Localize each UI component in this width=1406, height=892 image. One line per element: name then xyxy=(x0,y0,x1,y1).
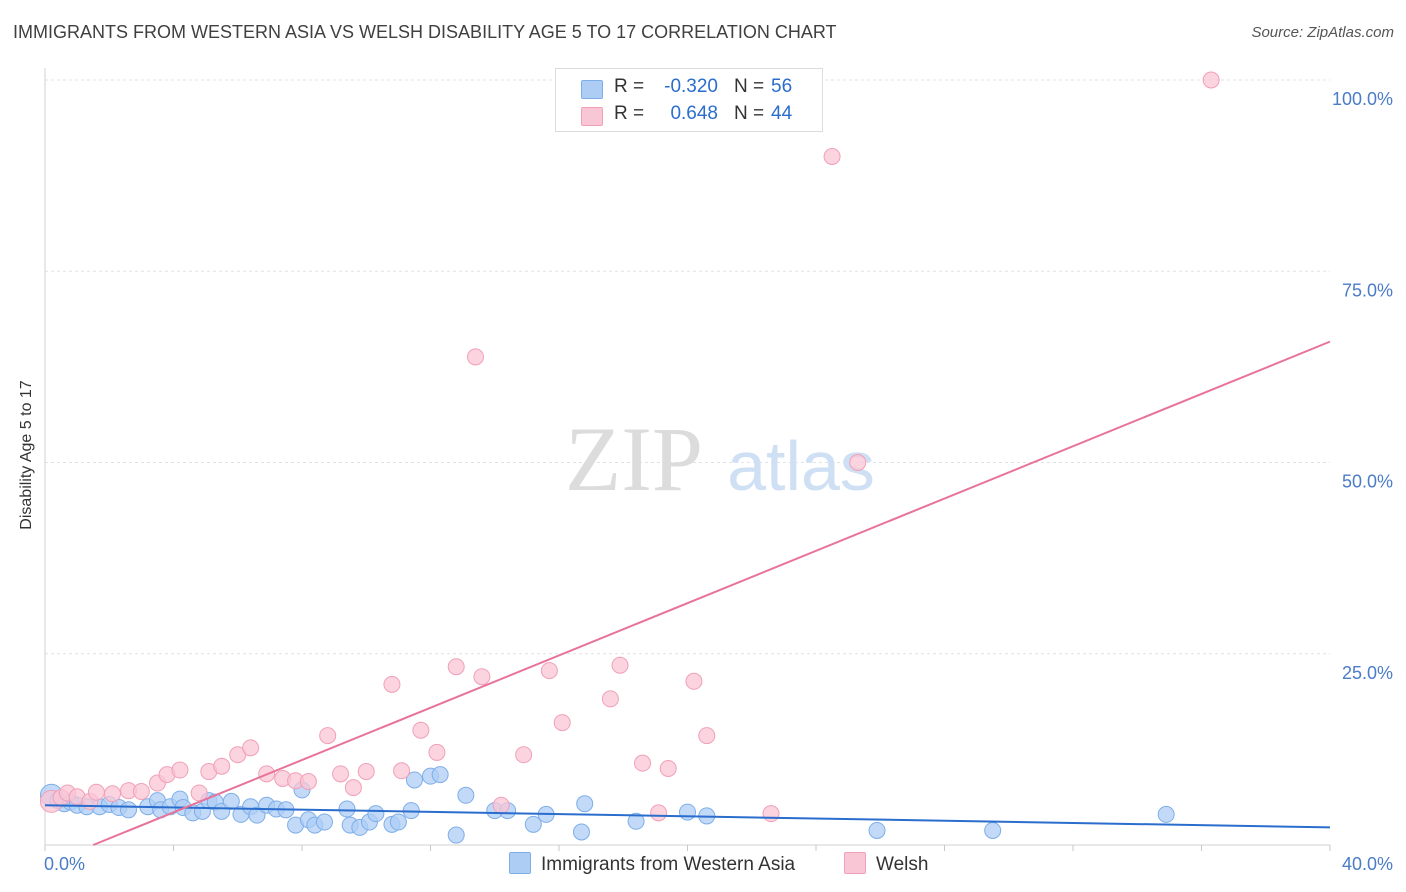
x-tick-label-min: 0.0% xyxy=(44,854,85,874)
point-welsh xyxy=(213,757,231,775)
legend-box: R = -0.320 N = 56 R = 0.648 N = 44 xyxy=(555,68,823,132)
bottom-legend-swatch-pink xyxy=(844,852,866,874)
legend-n-label: N = xyxy=(734,76,765,97)
bottom-legend-swatch-blue xyxy=(509,852,531,874)
point-western-asia xyxy=(524,815,542,833)
point-western-asia xyxy=(315,813,333,831)
point-welsh xyxy=(299,773,317,791)
point-welsh xyxy=(103,785,121,803)
point-welsh xyxy=(849,454,867,471)
point-welsh xyxy=(332,765,350,783)
point-western-asia xyxy=(367,805,385,823)
point-western-asia xyxy=(984,821,1002,839)
x-tick-label-max: 40.0% xyxy=(1342,854,1393,874)
point-western-asia xyxy=(572,823,590,841)
point-welsh xyxy=(466,348,484,366)
point-welsh xyxy=(393,762,411,780)
bottom-legend-welsh: Welsh xyxy=(844,852,928,876)
point-western-asia xyxy=(1157,805,1175,823)
point-welsh xyxy=(634,754,652,772)
legend-r-label: R = xyxy=(614,103,645,124)
point-western-asia xyxy=(457,786,475,804)
watermark-zip: ZIP xyxy=(565,408,703,510)
chart-title: IMMIGRANTS FROM WESTERN ASIA VS WELSH DI… xyxy=(13,22,837,42)
point-welsh xyxy=(515,746,533,764)
bottom-legend-label-pink: Welsh xyxy=(876,854,929,875)
point-welsh xyxy=(492,796,510,814)
point-welsh xyxy=(659,760,677,777)
legend-r-label: R = xyxy=(614,76,645,97)
legend-r-value-pink: 0.648 xyxy=(670,103,718,124)
point-welsh xyxy=(540,662,558,680)
point-welsh xyxy=(473,668,491,686)
legend-swatch-pink xyxy=(581,107,603,126)
point-western-asia xyxy=(447,826,465,844)
point-western-asia xyxy=(120,801,138,819)
point-welsh xyxy=(412,721,430,739)
y-tick-label: 75.0% xyxy=(1342,280,1393,300)
y-tick-label: 50.0% xyxy=(1342,472,1393,492)
point-western-asia xyxy=(405,771,423,789)
point-welsh xyxy=(171,761,189,779)
point-welsh xyxy=(383,675,401,693)
point-welsh xyxy=(132,782,150,800)
legend-swatch-blue xyxy=(581,80,603,99)
point-welsh xyxy=(1202,71,1220,89)
point-western-asia xyxy=(431,766,449,784)
point-welsh xyxy=(357,763,375,781)
legend-n-value-pink: 44 xyxy=(771,103,793,124)
point-welsh xyxy=(698,727,716,745)
point-welsh xyxy=(242,739,260,757)
point-welsh xyxy=(611,656,629,674)
point-western-asia xyxy=(679,803,696,821)
bottom-legend-label-blue: Immigrants from Western Asia xyxy=(541,854,796,875)
bottom-legend-western-asia: Immigrants from Western Asia xyxy=(509,852,795,876)
point-welsh xyxy=(685,672,703,690)
point-western-asia xyxy=(868,821,886,839)
legend-n-value-blue: 56 xyxy=(771,76,793,97)
point-western-asia xyxy=(576,795,594,813)
y-tick-label: 25.0% xyxy=(1342,663,1393,683)
y-tick-label: 100.0% xyxy=(1332,89,1393,109)
source-label: Source: ZipAtlas.com xyxy=(1251,24,1394,41)
point-welsh xyxy=(319,727,337,745)
point-welsh xyxy=(823,148,841,165)
point-western-asia xyxy=(338,800,356,818)
point-western-asia xyxy=(389,813,407,831)
point-welsh xyxy=(344,779,362,797)
trendline-western-asia xyxy=(44,804,1331,829)
point-welsh xyxy=(553,714,571,732)
point-welsh xyxy=(762,805,780,823)
legend-r-value-blue: -0.320 xyxy=(664,76,718,97)
point-welsh xyxy=(428,743,446,761)
point-western-asia xyxy=(627,812,645,830)
point-welsh xyxy=(87,783,105,801)
trendline-welsh xyxy=(92,340,1331,846)
legend-n-label: N = xyxy=(734,103,765,124)
point-welsh xyxy=(447,658,465,676)
point-welsh xyxy=(650,804,668,822)
point-welsh xyxy=(601,690,619,708)
